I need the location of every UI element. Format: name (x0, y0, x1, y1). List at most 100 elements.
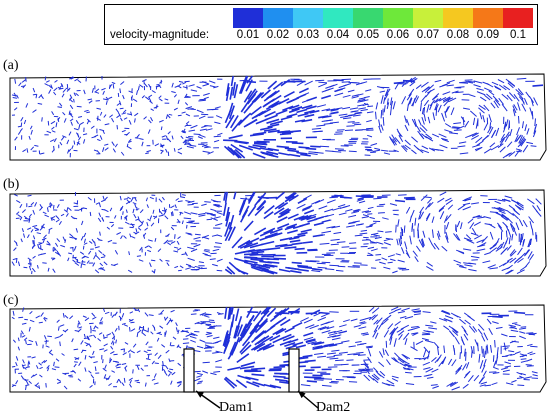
velocity-vector (505, 131, 510, 139)
velocity-vector (489, 244, 497, 250)
velocity-vector (427, 116, 431, 124)
velocity-vector (237, 239, 251, 249)
velocity-vector (194, 378, 201, 382)
velocity-vector (279, 237, 293, 242)
velocity-vector (380, 109, 383, 119)
velocity-vector (497, 143, 504, 149)
velocity-vector (185, 95, 191, 98)
velocity-vector (132, 98, 138, 103)
velocity-vector (187, 257, 195, 261)
velocity-vector (41, 252, 46, 255)
velocity-vector (497, 222, 503, 229)
velocity-vector (419, 206, 425, 214)
velocity-vector (362, 214, 370, 217)
velocity-vector (434, 103, 438, 111)
velocity-vector (188, 220, 195, 224)
velocity-vector (46, 364, 50, 369)
velocity-vector (170, 380, 173, 385)
velocity-vector (490, 102, 496, 109)
velocity-vector (88, 334, 93, 337)
velocity-vector (498, 206, 508, 212)
velocity-vector (185, 267, 191, 270)
velocity-vector (170, 212, 173, 217)
velocity-vector (385, 231, 392, 233)
velocity-vector (111, 141, 115, 146)
velocity-vector (413, 313, 421, 316)
velocity-vector (426, 104, 430, 113)
velocity-vector (342, 117, 352, 120)
velocity-vector (424, 339, 434, 344)
velocity-vector (317, 316, 326, 322)
velocity-vector (148, 245, 152, 249)
velocity-vector (472, 214, 480, 219)
velocity-vector (395, 199, 406, 203)
velocity-vector (385, 383, 395, 387)
velocity-vector (262, 99, 274, 108)
velocity-vector (132, 343, 137, 348)
velocity-vector (452, 126, 460, 128)
velocity-vector (164, 239, 169, 244)
velocity-vector (124, 341, 129, 345)
velocity-vector (137, 329, 142, 334)
velocity-vector (169, 317, 173, 323)
velocity-vector (395, 224, 397, 233)
velocity-vector (32, 109, 37, 113)
velocity-vector (530, 345, 538, 348)
legend-swatch (233, 8, 263, 28)
velocity-vector (77, 136, 82, 141)
velocity-vector (365, 345, 373, 348)
velocity-vector (345, 208, 353, 212)
velocity-vector (324, 87, 334, 92)
velocity-vector (164, 365, 169, 370)
velocity-vector (144, 382, 147, 387)
velocity-vector (77, 322, 79, 328)
velocity-vector (239, 341, 251, 354)
velocity-vector (213, 336, 220, 339)
velocity-vector (329, 357, 339, 360)
velocity-vector (12, 339, 16, 343)
velocity-vector (187, 203, 194, 206)
velocity-vector (121, 129, 126, 133)
velocity-vector (464, 198, 471, 202)
velocity-vector (504, 365, 512, 368)
velocity-vector (72, 259, 76, 263)
velocity-vector (338, 212, 347, 216)
velocity-vector (253, 142, 268, 146)
velocity-vector (35, 382, 40, 387)
velocity-vector (98, 332, 103, 335)
velocity-vector (468, 325, 476, 333)
velocity-vector (526, 358, 533, 362)
velocity-vector (420, 239, 425, 248)
velocity-vector (173, 94, 177, 98)
velocity-vector (357, 104, 365, 107)
velocity-vector (41, 360, 46, 364)
velocity-vector (180, 330, 189, 333)
velocity-vector (378, 119, 381, 127)
velocity-vector (146, 222, 149, 227)
velocity-vector (331, 225, 341, 229)
velocity-vector (158, 95, 162, 99)
velocity-vector (307, 248, 318, 251)
velocity-vector (510, 326, 518, 330)
velocity-vector (296, 203, 306, 209)
velocity-vector (501, 213, 509, 220)
velocity-vector (48, 227, 53, 231)
velocity-vector (56, 319, 60, 323)
velocity-vector (260, 151, 274, 156)
velocity-vector (302, 204, 313, 211)
velocity-vector (108, 382, 112, 387)
velocity-vector (167, 373, 171, 377)
velocity-vector (23, 233, 26, 238)
velocity-vector (174, 265, 179, 269)
velocity-vector (235, 308, 240, 322)
velocity-vector (468, 268, 477, 272)
velocity-vector (236, 324, 244, 337)
velocity-vector (46, 207, 49, 213)
velocity-vector (267, 129, 280, 133)
velocity-vector (203, 250, 211, 253)
velocity-vector (148, 119, 152, 124)
velocity-vector (12, 258, 17, 261)
velocity-vector (190, 248, 198, 253)
velocity-vector (104, 143, 109, 146)
velocity-vector (70, 76, 75, 80)
